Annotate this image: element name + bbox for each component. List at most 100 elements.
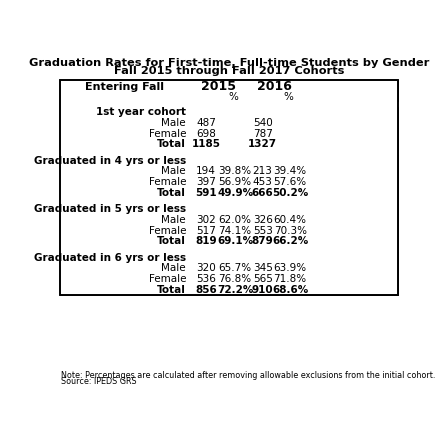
Text: 397: 397 <box>196 177 216 187</box>
Text: 856: 856 <box>195 285 217 295</box>
Text: 326: 326 <box>253 215 273 225</box>
Text: Graduated in 4 yrs or less: Graduated in 4 yrs or less <box>34 155 186 165</box>
Text: 345: 345 <box>253 263 273 273</box>
Bar <box>189 155 247 166</box>
Text: 354: 354 <box>309 263 329 273</box>
Bar <box>189 236 247 247</box>
Bar <box>60 263 189 274</box>
Bar <box>247 155 302 166</box>
Bar <box>60 252 189 263</box>
Text: 517: 517 <box>196 226 216 236</box>
Bar <box>302 225 398 236</box>
Bar <box>60 198 398 204</box>
Text: 666: 666 <box>252 188 274 198</box>
Bar <box>302 81 398 94</box>
Bar <box>60 128 189 139</box>
Bar <box>189 204 247 214</box>
Text: 565: 565 <box>253 274 273 284</box>
Bar <box>247 236 302 247</box>
Text: 69.1%: 69.1% <box>217 236 253 246</box>
Text: Note: Percentages are calculated after removing allowable exclusions from the in: Note: Percentages are calculated after r… <box>61 371 436 380</box>
Bar <box>302 155 398 166</box>
Text: 194: 194 <box>196 166 216 176</box>
Bar <box>60 214 189 225</box>
Text: 769: 769 <box>309 129 329 139</box>
Text: Male: Male <box>161 166 186 176</box>
Text: 536: 536 <box>196 274 216 284</box>
Text: Entering Fall: Entering Fall <box>85 82 164 92</box>
Bar <box>247 187 302 198</box>
Bar <box>189 117 247 128</box>
Text: %: % <box>229 92 239 102</box>
Text: Total: Total <box>157 139 186 149</box>
Text: 68.3%: 68.3% <box>353 226 386 236</box>
Text: 61.3%: 61.3% <box>353 215 386 225</box>
Text: 62.0%: 62.0% <box>219 215 252 225</box>
Text: 819: 819 <box>195 236 217 246</box>
Text: Male: Male <box>161 118 186 128</box>
Bar <box>302 263 398 274</box>
Text: 71.8%: 71.8% <box>274 274 307 284</box>
Text: 60.4%: 60.4% <box>274 215 307 225</box>
Text: Source: IPEDS GRS: Source: IPEDS GRS <box>61 377 137 386</box>
Bar <box>247 214 302 225</box>
Bar <box>189 128 247 139</box>
Text: 49.9%: 49.9% <box>217 188 253 198</box>
Bar <box>302 117 398 128</box>
Bar <box>247 274 302 284</box>
Text: Fall 2015 through Fall 2017 Cohorts: Fall 2015 through Fall 2017 Cohorts <box>114 66 344 76</box>
Bar <box>60 284 189 295</box>
Text: 425: 425 <box>309 177 329 187</box>
Text: 1327: 1327 <box>248 139 277 149</box>
Text: 70.1%: 70.1% <box>353 274 386 284</box>
Text: 213: 213 <box>253 166 273 176</box>
Text: Female: Female <box>148 274 186 284</box>
Text: Graduation Rates for First-time, Full-time Students by Gender: Graduation Rates for First-time, Full-ti… <box>29 58 429 68</box>
Text: 50.2%: 50.2% <box>272 188 308 198</box>
Text: 539: 539 <box>309 274 329 284</box>
Text: 1st year cohort: 1st year cohort <box>96 107 186 117</box>
Bar <box>302 284 398 295</box>
Text: 453: 453 <box>253 177 273 187</box>
Bar <box>60 166 189 177</box>
Bar <box>189 94 247 101</box>
Bar <box>60 150 398 155</box>
Text: 555: 555 <box>309 118 329 128</box>
Text: 67.4%: 67.4% <box>351 285 388 295</box>
Text: 591: 591 <box>195 188 217 198</box>
Bar <box>189 139 247 150</box>
Text: %: % <box>361 92 371 102</box>
Bar <box>302 128 398 139</box>
Bar <box>247 139 302 150</box>
Bar <box>302 252 398 263</box>
Text: Female: Female <box>148 177 186 187</box>
Bar <box>247 117 302 128</box>
Bar <box>60 155 189 166</box>
Bar <box>60 94 189 101</box>
Text: Total: Total <box>157 188 186 198</box>
Text: 48.9%: 48.9% <box>351 188 387 198</box>
Text: 57.6%: 57.6% <box>274 177 307 187</box>
Bar <box>189 107 247 117</box>
Text: 879: 879 <box>252 236 274 246</box>
Bar <box>60 274 189 284</box>
Bar <box>189 284 247 295</box>
Bar <box>189 177 247 187</box>
Text: Female: Female <box>148 129 186 139</box>
Bar <box>60 247 398 252</box>
Text: 865: 865 <box>308 236 330 246</box>
Bar <box>302 187 398 198</box>
Text: 2015: 2015 <box>201 81 236 94</box>
Bar <box>302 214 398 225</box>
Bar <box>302 274 398 284</box>
Bar <box>247 94 302 101</box>
Bar <box>247 177 302 187</box>
Text: 320: 320 <box>196 263 216 273</box>
Bar <box>60 225 189 236</box>
Bar <box>247 225 302 236</box>
Bar <box>247 81 302 94</box>
Text: Female: Female <box>148 226 186 236</box>
Text: 76.8%: 76.8% <box>219 274 252 284</box>
Bar <box>247 107 302 117</box>
Text: 70.3%: 70.3% <box>274 226 307 236</box>
